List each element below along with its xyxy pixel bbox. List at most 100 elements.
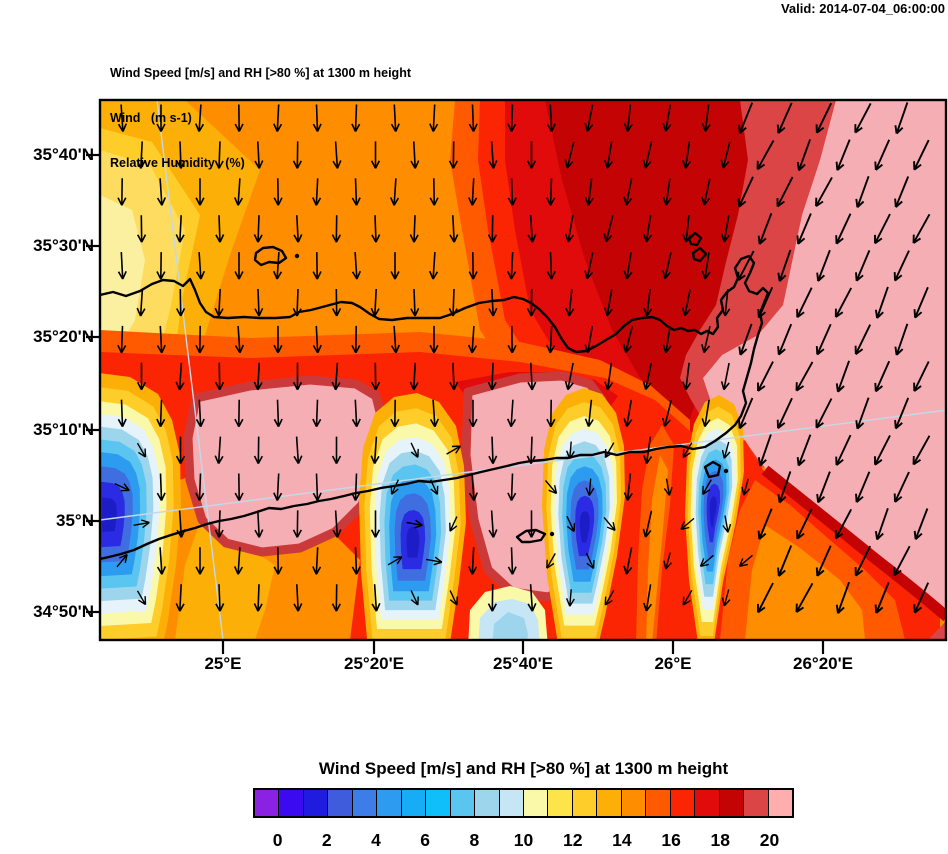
wind-arrow xyxy=(507,325,517,354)
wind-arrow xyxy=(643,436,653,464)
colorbar-cell xyxy=(695,790,720,816)
colorbar-tick-label: 16 xyxy=(661,830,681,850)
colorbar-tick-label: 10 xyxy=(513,830,534,850)
wind-arrow xyxy=(721,441,731,459)
wind-arrow xyxy=(913,286,929,319)
wind-arrow xyxy=(682,362,692,391)
wind-arrow xyxy=(507,104,517,132)
colorbar-tick-labels: 0 2 4 6 8 10 12 14 16 18 20 xyxy=(253,830,794,851)
wind-arrow xyxy=(214,510,224,538)
wind-arrow xyxy=(623,104,633,132)
wind-arrow xyxy=(312,178,322,206)
wind-arrow xyxy=(737,176,754,208)
colorbar-cell xyxy=(719,790,745,816)
colorbar-cell xyxy=(621,790,647,816)
wind-arrow xyxy=(604,141,614,169)
lat-tick-label: 35°10'N xyxy=(33,420,94,439)
wind-arrow xyxy=(720,362,730,391)
wind-arrow xyxy=(894,323,909,356)
wind-arrow xyxy=(214,141,224,169)
wind-arrow xyxy=(387,556,403,566)
wind-arrow xyxy=(234,399,244,428)
wind-arrow xyxy=(585,478,595,496)
wind-arrow xyxy=(468,104,478,132)
wind-arrow xyxy=(913,361,930,392)
colorbar-cell xyxy=(744,790,769,816)
wind-arrow xyxy=(156,399,166,428)
colorbar-cell xyxy=(279,790,304,816)
wind-arrow xyxy=(776,102,793,134)
lat-tick-label: 35°N xyxy=(56,511,94,530)
wind-arrow xyxy=(136,288,146,317)
calm-core-contour xyxy=(579,511,590,543)
wind-arrow xyxy=(195,547,205,575)
wind-arrow xyxy=(546,553,556,569)
wind-arrow xyxy=(214,288,224,317)
wind-arrow xyxy=(546,252,556,280)
wind-arrow xyxy=(331,215,342,243)
colorbar-tick-label: 14 xyxy=(612,830,632,850)
lat-tick-label: 35°40'N xyxy=(33,145,94,164)
wind-arrow xyxy=(894,176,910,208)
wind-arrow xyxy=(389,178,400,206)
wind-arrow xyxy=(351,252,362,280)
wind-arrow xyxy=(468,547,478,575)
colorbar-cell xyxy=(572,790,598,816)
wind-arrow xyxy=(527,584,537,612)
wind-arrow xyxy=(874,213,891,245)
wind-arrow xyxy=(331,362,341,391)
wind-arrow xyxy=(234,325,245,354)
colorbar-cell xyxy=(499,790,524,816)
wind-arrow xyxy=(565,441,575,459)
wind-arrow xyxy=(604,589,615,606)
wind-arrow xyxy=(756,140,775,171)
wind-arrow xyxy=(527,215,537,243)
wind-arrow xyxy=(332,141,342,169)
wind-arrow xyxy=(390,399,400,428)
wind-arrow xyxy=(370,436,380,465)
colorbar-cell xyxy=(646,790,671,816)
graticule-lines xyxy=(100,100,946,640)
wind-arrow xyxy=(815,398,833,429)
wind-arrow xyxy=(370,141,381,169)
wind-arrow xyxy=(488,141,498,169)
wind-arrow xyxy=(114,482,130,492)
wind-arrow xyxy=(136,215,147,243)
wind-arrow xyxy=(701,252,711,280)
wind-arrow xyxy=(680,517,695,531)
wind-arrow xyxy=(855,397,870,430)
colorbar-title: Wind Speed [m/s] and RH [>80 %] at 1300 … xyxy=(318,759,729,778)
wind-arrow xyxy=(428,252,439,280)
wind-arrow xyxy=(874,434,891,466)
wind-arrow xyxy=(214,436,224,465)
wind-arrow xyxy=(449,590,458,606)
wind-arrow xyxy=(175,584,185,612)
wind-arrow xyxy=(468,252,478,280)
wind-arrow xyxy=(527,362,537,391)
wind-arrow xyxy=(623,473,633,501)
wind-arrow xyxy=(331,584,342,612)
wind-arrow xyxy=(351,473,361,501)
wind-arrow xyxy=(468,473,479,501)
wind-arrow xyxy=(835,139,851,171)
wind-arrow xyxy=(796,287,813,319)
wind-arrow xyxy=(234,252,244,280)
wind-arrow xyxy=(156,547,167,575)
wind-arrow xyxy=(175,215,185,243)
wind-arrow xyxy=(835,434,852,466)
wind-arrow xyxy=(584,252,594,280)
wind-arrow xyxy=(855,471,871,503)
wind-arrow xyxy=(874,139,891,171)
wind-arrow xyxy=(234,473,244,501)
wind-arrow xyxy=(564,141,575,169)
colorbar-cell xyxy=(303,790,329,816)
wind-arrow xyxy=(564,362,574,391)
wind-arrow xyxy=(584,104,594,132)
wind-arrow xyxy=(796,213,812,245)
wind-arrow xyxy=(662,178,672,206)
wind-arrow xyxy=(682,589,693,606)
wind-arrow xyxy=(390,479,400,495)
wind-arrow xyxy=(254,510,264,538)
wind-arrow xyxy=(874,582,890,614)
wind-arrow xyxy=(834,508,853,540)
